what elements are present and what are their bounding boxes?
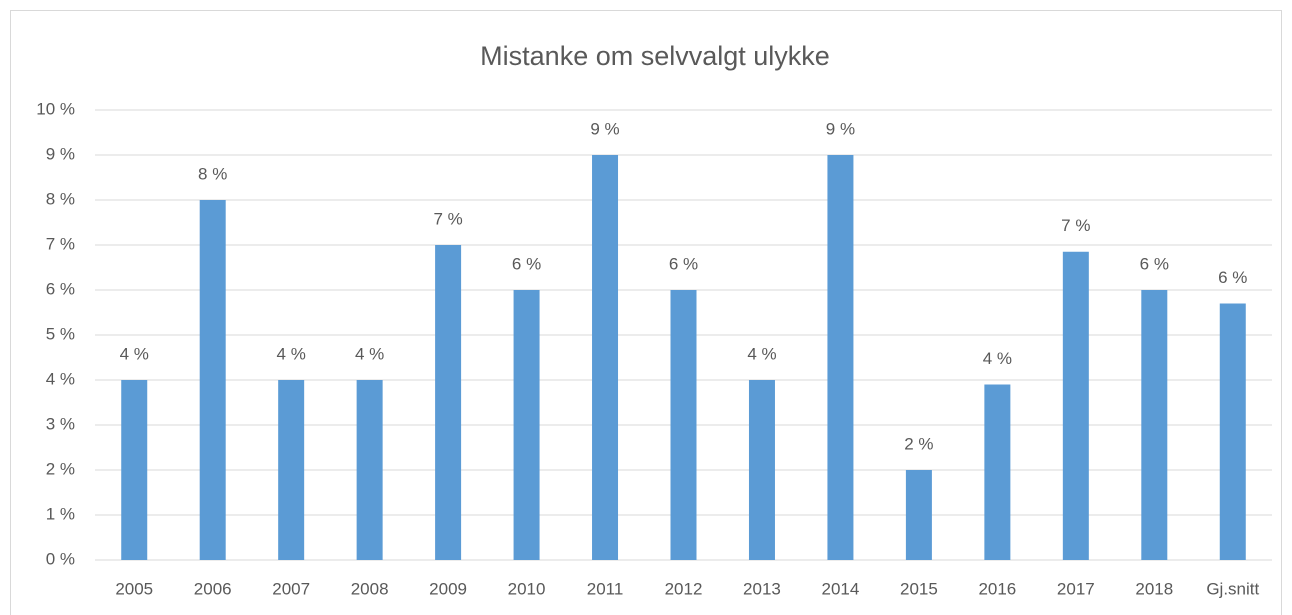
x-tick-label: 2012 xyxy=(665,579,703,598)
bar xyxy=(356,380,383,560)
x-tick-label: 2013 xyxy=(743,579,781,598)
data-label: 4 % xyxy=(355,344,384,363)
bar xyxy=(199,200,226,560)
y-tick-label: 4 % xyxy=(46,369,75,388)
bar xyxy=(1219,303,1246,560)
bar xyxy=(121,380,148,560)
data-label: 9 % xyxy=(590,119,619,138)
y-tick-label: 10 % xyxy=(36,99,75,118)
x-tick-label: 2015 xyxy=(900,579,938,598)
y-tick-label: 2 % xyxy=(46,459,75,478)
data-label: 6 % xyxy=(1218,268,1247,287)
chart-border xyxy=(10,10,1282,615)
y-tick-label: 1 % xyxy=(46,504,75,523)
data-label: 8 % xyxy=(198,164,227,183)
x-tick-label: 2017 xyxy=(1057,579,1095,598)
x-tick-label: 2010 xyxy=(508,579,546,598)
x-tick-label: 2007 xyxy=(272,579,310,598)
x-tick-label: 2016 xyxy=(978,579,1016,598)
y-tick-label: 8 % xyxy=(46,189,75,208)
bar xyxy=(670,290,697,560)
y-tick-label: 9 % xyxy=(46,144,75,163)
x-tick-label: 2014 xyxy=(822,579,860,598)
bar xyxy=(513,290,540,560)
data-label: 9 % xyxy=(826,119,855,138)
x-tick-label: 2011 xyxy=(587,579,624,598)
y-tick-label: 6 % xyxy=(46,279,75,298)
bar xyxy=(1141,290,1168,560)
x-tick-label: 2006 xyxy=(194,579,232,598)
bar xyxy=(435,245,462,560)
data-label: 6 % xyxy=(669,254,698,273)
bar xyxy=(748,380,775,560)
y-tick-label: 7 % xyxy=(46,234,75,253)
data-label: 2 % xyxy=(904,434,933,453)
data-label: 6 % xyxy=(1140,254,1169,273)
x-tick-label: 2018 xyxy=(1135,579,1173,598)
x-tick-label: 2009 xyxy=(429,579,467,598)
data-label: 6 % xyxy=(512,254,541,273)
x-tick-label: 2008 xyxy=(351,579,389,598)
bar xyxy=(278,380,305,560)
data-label: 7 % xyxy=(433,209,462,228)
y-tick-label: 0 % xyxy=(46,549,75,568)
bar xyxy=(592,155,619,560)
chart-title: Mistanke om selvvalgt ulykke xyxy=(480,41,830,71)
data-label: 4 % xyxy=(120,344,149,363)
data-label: 4 % xyxy=(747,344,776,363)
y-tick-label: 3 % xyxy=(46,414,75,433)
bar xyxy=(905,470,932,560)
x-tick-label: Gj.snitt xyxy=(1206,579,1259,598)
data-label: 4 % xyxy=(277,344,306,363)
x-tick-label: 2005 xyxy=(115,579,153,598)
bar xyxy=(984,384,1011,560)
y-tick-label: 5 % xyxy=(46,324,75,343)
bar xyxy=(1062,251,1089,560)
data-label: 7 % xyxy=(1061,216,1090,235)
data-label: 4 % xyxy=(983,349,1012,368)
bar xyxy=(827,155,854,560)
